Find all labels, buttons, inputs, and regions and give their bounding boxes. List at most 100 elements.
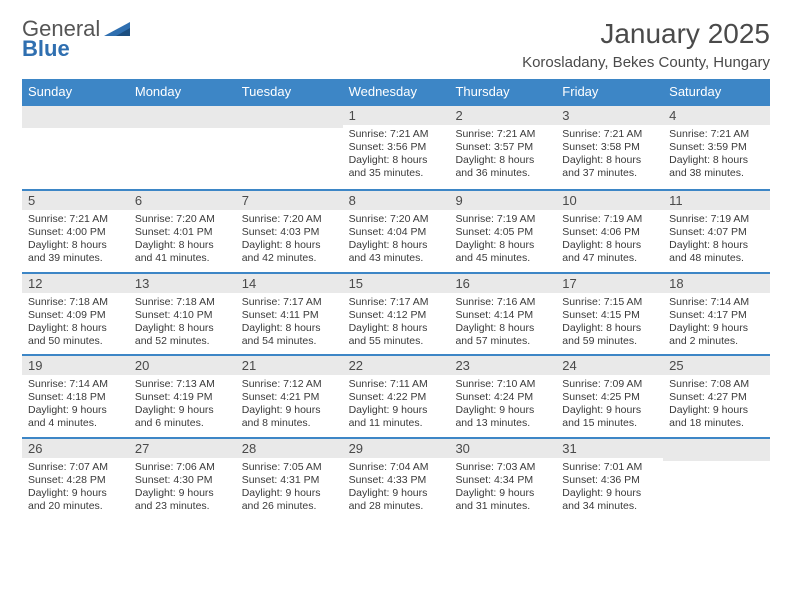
sunset-text: Sunset: 3:56 PM <box>349 141 444 154</box>
sunrise-text: Sunrise: 7:13 AM <box>135 378 230 391</box>
sunrise-text: Sunrise: 7:21 AM <box>349 128 444 141</box>
daylight-text: Daylight: 8 hours and 35 minutes. <box>349 154 444 180</box>
weeks-container: 1Sunrise: 7:21 AMSunset: 3:56 PMDaylight… <box>22 104 770 522</box>
calendar-day-cell: 14Sunrise: 7:17 AMSunset: 4:11 PMDayligh… <box>236 274 343 355</box>
day-number: 13 <box>129 274 236 293</box>
daylight-text: Daylight: 9 hours and 4 minutes. <box>28 404 123 430</box>
calendar-day-cell: 11Sunrise: 7:19 AMSunset: 4:07 PMDayligh… <box>663 191 770 272</box>
day-info: Sunrise: 7:17 AMSunset: 4:12 PMDaylight:… <box>343 293 450 355</box>
day-number: 4 <box>663 106 770 125</box>
daylight-text: Daylight: 9 hours and 15 minutes. <box>562 404 657 430</box>
day-info: Sunrise: 7:17 AMSunset: 4:11 PMDaylight:… <box>236 293 343 355</box>
day-info: Sunrise: 7:11 AMSunset: 4:22 PMDaylight:… <box>343 375 450 437</box>
day-info: Sunrise: 7:01 AMSunset: 4:36 PMDaylight:… <box>556 458 663 520</box>
day-info: Sunrise: 7:14 AMSunset: 4:18 PMDaylight:… <box>22 375 129 437</box>
sunrise-text: Sunrise: 7:15 AM <box>562 296 657 309</box>
calendar-day-cell: 8Sunrise: 7:20 AMSunset: 4:04 PMDaylight… <box>343 191 450 272</box>
sunrise-text: Sunrise: 7:03 AM <box>455 461 550 474</box>
daylight-text: Daylight: 9 hours and 8 minutes. <box>242 404 337 430</box>
day-info: Sunrise: 7:10 AMSunset: 4:24 PMDaylight:… <box>449 375 556 437</box>
calendar-day-cell: 5Sunrise: 7:21 AMSunset: 4:00 PMDaylight… <box>22 191 129 272</box>
day-info: Sunrise: 7:14 AMSunset: 4:17 PMDaylight:… <box>663 293 770 355</box>
day-info: Sunrise: 7:04 AMSunset: 4:33 PMDaylight:… <box>343 458 450 520</box>
day-info: Sunrise: 7:18 AMSunset: 4:10 PMDaylight:… <box>129 293 236 355</box>
sunset-text: Sunset: 4:09 PM <box>28 309 123 322</box>
calendar-day-cell: 3Sunrise: 7:21 AMSunset: 3:58 PMDaylight… <box>556 106 663 189</box>
day-info: Sunrise: 7:21 AMSunset: 3:57 PMDaylight:… <box>449 125 556 187</box>
calendar-day-cell: 21Sunrise: 7:12 AMSunset: 4:21 PMDayligh… <box>236 356 343 437</box>
daylight-text: Daylight: 8 hours and 48 minutes. <box>669 239 764 265</box>
day-info: Sunrise: 7:09 AMSunset: 4:25 PMDaylight:… <box>556 375 663 437</box>
day-info: Sunrise: 7:12 AMSunset: 4:21 PMDaylight:… <box>236 375 343 437</box>
daylight-text: Daylight: 9 hours and 31 minutes. <box>455 487 550 513</box>
sunset-text: Sunset: 4:19 PM <box>135 391 230 404</box>
calendar-header-row: Sunday Monday Tuesday Wednesday Thursday… <box>22 79 770 104</box>
daylight-text: Daylight: 9 hours and 26 minutes. <box>242 487 337 513</box>
day-header: Saturday <box>663 79 770 104</box>
day-header: Sunday <box>22 79 129 104</box>
location-text: Korosladany, Bekes County, Hungary <box>522 54 770 71</box>
day-number: 24 <box>556 356 663 375</box>
calendar-day-cell: 7Sunrise: 7:20 AMSunset: 4:03 PMDaylight… <box>236 191 343 272</box>
calendar-day-cell: 25Sunrise: 7:08 AMSunset: 4:27 PMDayligh… <box>663 356 770 437</box>
day-info: Sunrise: 7:08 AMSunset: 4:27 PMDaylight:… <box>663 375 770 437</box>
day-number: 9 <box>449 191 556 210</box>
calendar-week-row: 26Sunrise: 7:07 AMSunset: 4:28 PMDayligh… <box>22 437 770 522</box>
day-number <box>129 106 236 128</box>
daylight-text: Daylight: 8 hours and 41 minutes. <box>135 239 230 265</box>
sunrise-text: Sunrise: 7:06 AM <box>135 461 230 474</box>
sunset-text: Sunset: 4:33 PM <box>349 474 444 487</box>
day-info <box>22 128 129 189</box>
top-bar: General Blue January 2025 Korosladany, B… <box>22 18 770 71</box>
calendar-day-cell: 19Sunrise: 7:14 AMSunset: 4:18 PMDayligh… <box>22 356 129 437</box>
day-info: Sunrise: 7:07 AMSunset: 4:28 PMDaylight:… <box>22 458 129 520</box>
sunset-text: Sunset: 4:15 PM <box>562 309 657 322</box>
day-info: Sunrise: 7:16 AMSunset: 4:14 PMDaylight:… <box>449 293 556 355</box>
day-info: Sunrise: 7:20 AMSunset: 4:04 PMDaylight:… <box>343 210 450 272</box>
day-number: 3 <box>556 106 663 125</box>
day-info: Sunrise: 7:05 AMSunset: 4:31 PMDaylight:… <box>236 458 343 520</box>
calendar: Sunday Monday Tuesday Wednesday Thursday… <box>22 79 770 522</box>
daylight-text: Daylight: 9 hours and 18 minutes. <box>669 404 764 430</box>
sunrise-text: Sunrise: 7:20 AM <box>349 213 444 226</box>
daylight-text: Daylight: 9 hours and 13 minutes. <box>455 404 550 430</box>
daylight-text: Daylight: 8 hours and 39 minutes. <box>28 239 123 265</box>
calendar-week-row: 1Sunrise: 7:21 AMSunset: 3:56 PMDaylight… <box>22 104 770 189</box>
sunrise-text: Sunrise: 7:10 AM <box>455 378 550 391</box>
day-number: 15 <box>343 274 450 293</box>
sunrise-text: Sunrise: 7:01 AM <box>562 461 657 474</box>
sunrise-text: Sunrise: 7:19 AM <box>455 213 550 226</box>
day-info: Sunrise: 7:21 AMSunset: 3:59 PMDaylight:… <box>663 125 770 187</box>
sunset-text: Sunset: 3:58 PM <box>562 141 657 154</box>
period-block: January 2025 Korosladany, Bekes County, … <box>522 18 770 71</box>
day-info: Sunrise: 7:19 AMSunset: 4:06 PMDaylight:… <box>556 210 663 272</box>
sunset-text: Sunset: 4:01 PM <box>135 226 230 239</box>
day-number: 31 <box>556 439 663 458</box>
calendar-week-row: 12Sunrise: 7:18 AMSunset: 4:09 PMDayligh… <box>22 272 770 355</box>
day-number: 29 <box>343 439 450 458</box>
logo-triangle-icon <box>104 18 130 40</box>
day-info: Sunrise: 7:20 AMSunset: 4:03 PMDaylight:… <box>236 210 343 272</box>
calendar-day-cell: 16Sunrise: 7:16 AMSunset: 4:14 PMDayligh… <box>449 274 556 355</box>
daylight-text: Daylight: 9 hours and 34 minutes. <box>562 487 657 513</box>
day-number: 16 <box>449 274 556 293</box>
day-header: Tuesday <box>236 79 343 104</box>
sunset-text: Sunset: 4:12 PM <box>349 309 444 322</box>
day-number: 22 <box>343 356 450 375</box>
daylight-text: Daylight: 8 hours and 50 minutes. <box>28 322 123 348</box>
day-info: Sunrise: 7:19 AMSunset: 4:07 PMDaylight:… <box>663 210 770 272</box>
calendar-day-cell <box>22 106 129 189</box>
sunset-text: Sunset: 4:30 PM <box>135 474 230 487</box>
sunset-text: Sunset: 4:11 PM <box>242 309 337 322</box>
sunset-text: Sunset: 4:04 PM <box>349 226 444 239</box>
calendar-day-cell: 28Sunrise: 7:05 AMSunset: 4:31 PMDayligh… <box>236 439 343 522</box>
sunrise-text: Sunrise: 7:08 AM <box>669 378 764 391</box>
daylight-text: Daylight: 9 hours and 2 minutes. <box>669 322 764 348</box>
sunset-text: Sunset: 3:57 PM <box>455 141 550 154</box>
calendar-day-cell: 30Sunrise: 7:03 AMSunset: 4:34 PMDayligh… <box>449 439 556 522</box>
sunset-text: Sunset: 4:18 PM <box>28 391 123 404</box>
daylight-text: Daylight: 8 hours and 37 minutes. <box>562 154 657 180</box>
daylight-text: Daylight: 8 hours and 59 minutes. <box>562 322 657 348</box>
calendar-week-row: 19Sunrise: 7:14 AMSunset: 4:18 PMDayligh… <box>22 354 770 437</box>
calendar-day-cell: 12Sunrise: 7:18 AMSunset: 4:09 PMDayligh… <box>22 274 129 355</box>
